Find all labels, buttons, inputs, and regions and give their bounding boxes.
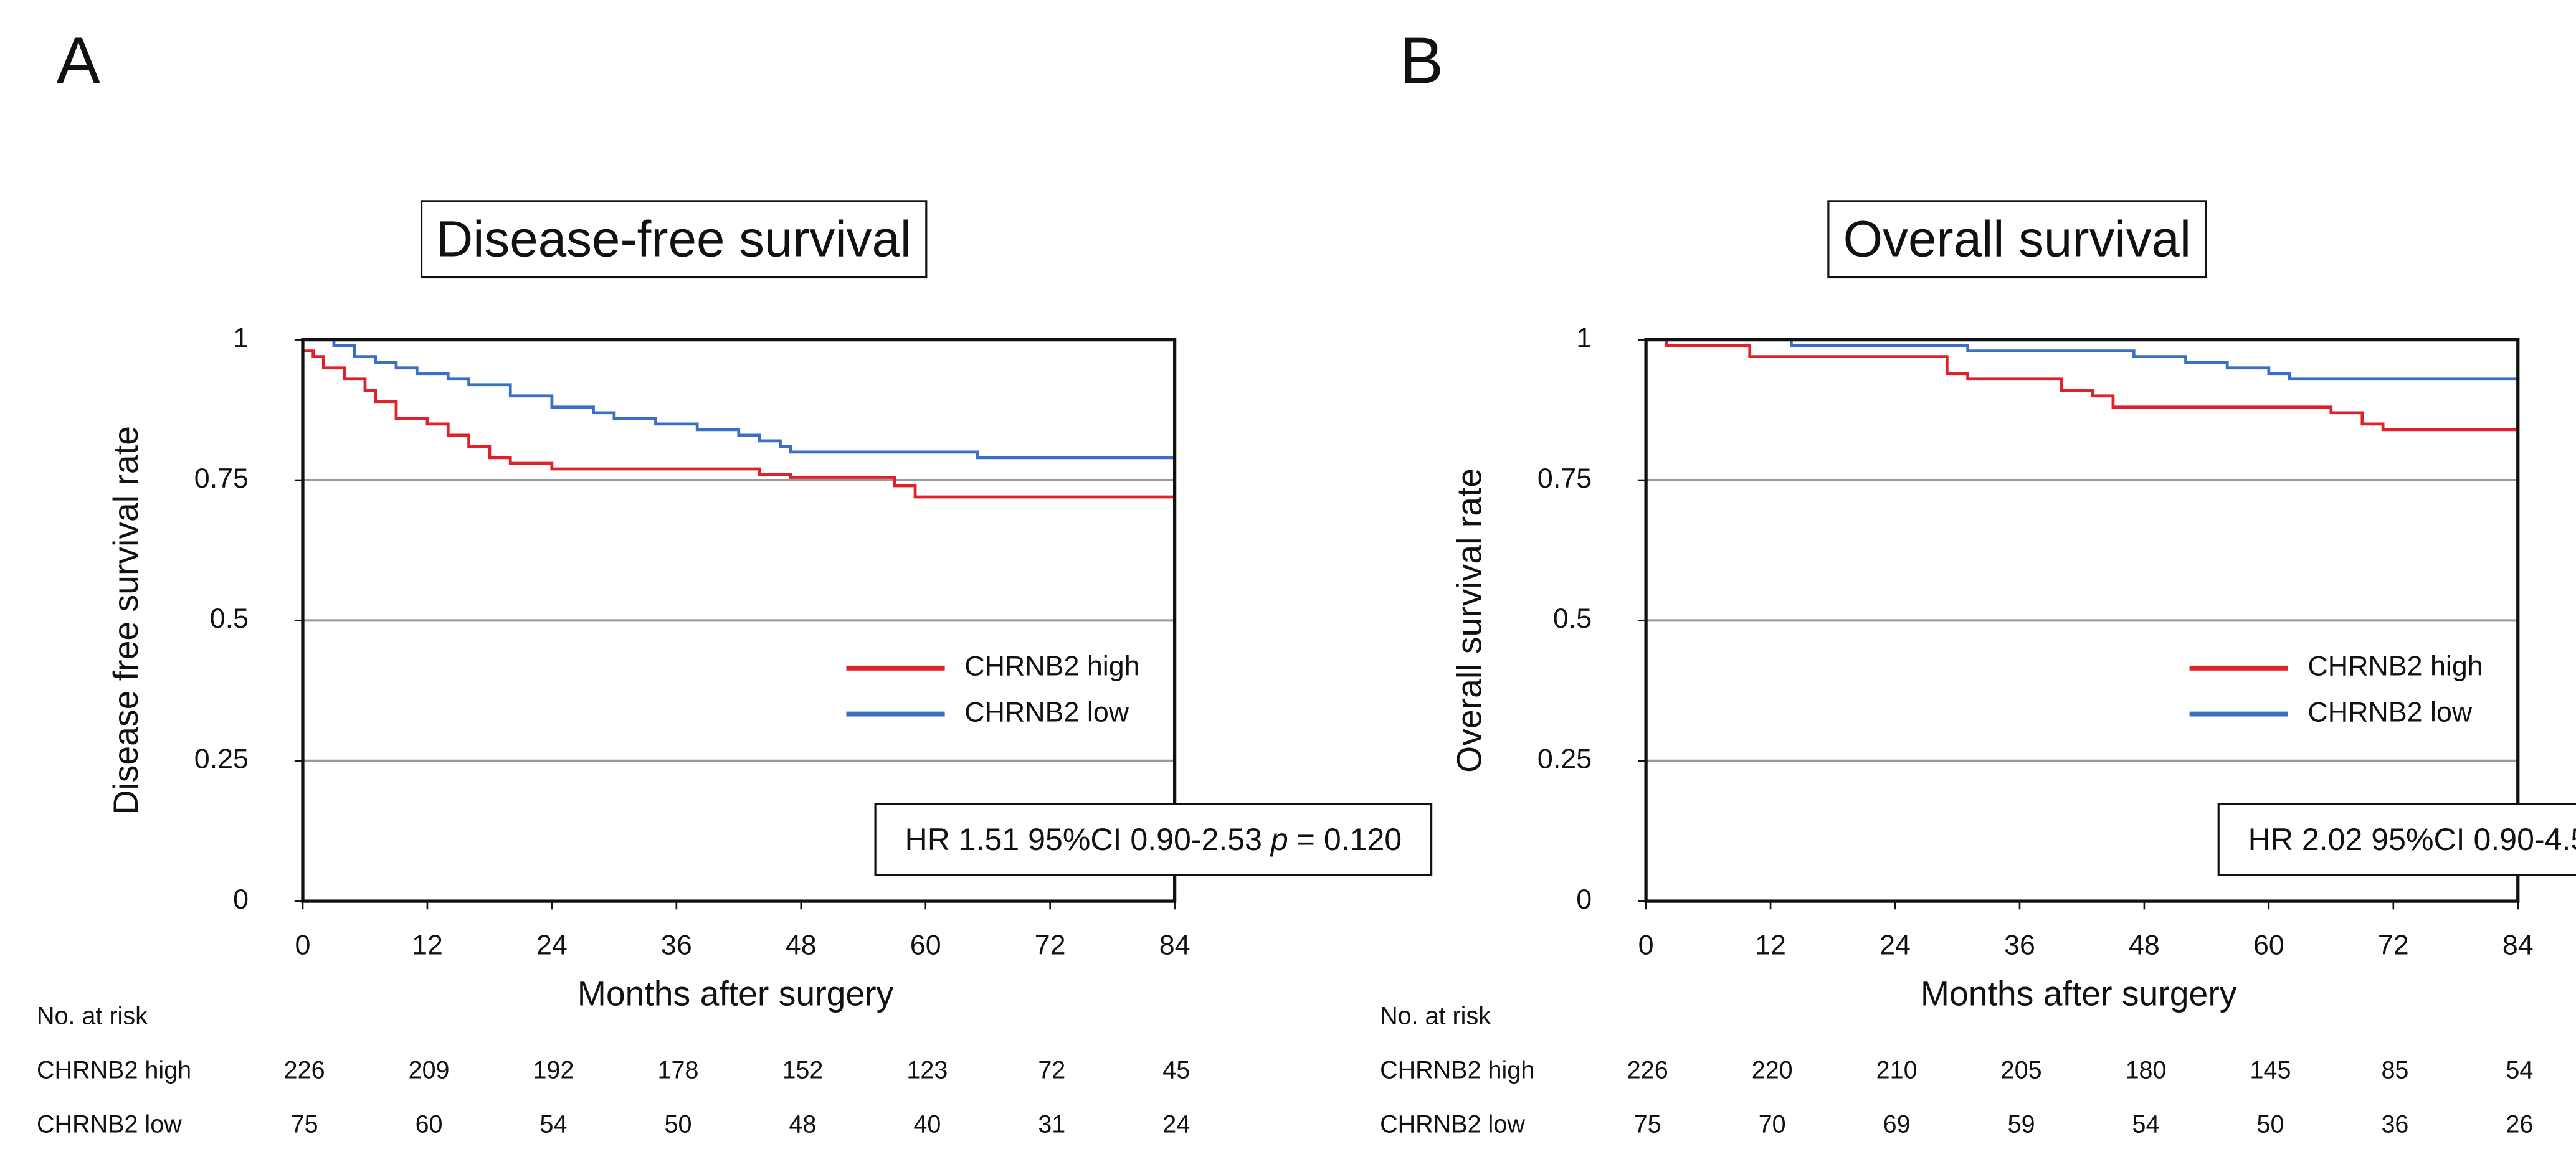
risk-count: 72 [1038,1057,1065,1084]
hazard-ratio-part: HR 2.02 95%CI 0.90-4.52 [2248,822,2576,857]
title-box [1827,200,2207,279]
risk-count: 48 [789,1111,816,1138]
x-tick-label: 12 [412,930,443,961]
survival-curve [1646,338,2518,432]
risk-table-title: No. at risk [1380,1003,1491,1030]
risk-count: 36 [2381,1111,2408,1138]
x-tick-label: 36 [2004,930,2035,961]
y-tick-label: 1 [1576,322,1592,353]
risk-count: 180 [2126,1057,2167,1084]
risk-table-title: No. at risk [37,1003,148,1030]
hazard-ratio-box [2217,803,2576,877]
risk-count: 75 [291,1111,318,1138]
y-tick-label: 0.5 [210,603,249,634]
risk-count: 205 [2001,1057,2042,1084]
x-tick-label: 24 [1880,930,1911,961]
risk-count: 31 [1038,1111,1065,1138]
risk-count: 40 [913,1111,941,1138]
panel-label: A [57,24,101,97]
risk-count: 226 [284,1057,325,1084]
risk-count: 152 [782,1057,823,1084]
hazard-ratio: HR 2.02 95%CI 0.90-4.52 p = 0.085 [2248,822,2576,857]
x-tick-label: 60 [910,930,941,961]
hazard-ratio-part: HR 1.51 95%CI 0.90-2.53 [905,822,1262,857]
x-tick-label: 84 [1159,930,1191,961]
x-axis-label: Months after surgery [577,975,894,1013]
x-tick-label: 0 [1638,930,1654,961]
risk-count: 192 [533,1057,574,1084]
risk-count: 70 [1759,1111,1786,1138]
hazard-ratio-part: = 0.120 [1288,822,1402,857]
risk-row-label: CHRNB2 low [37,1111,182,1138]
risk-count: 226 [1627,1057,1668,1084]
x-tick-label: 24 [536,930,568,961]
risk-count: 59 [2008,1111,2035,1138]
x-tick-label: 48 [2129,930,2160,961]
risk-count: 209 [409,1057,450,1084]
risk-count: 54 [2132,1111,2160,1138]
survival-curve [302,338,1175,460]
plot-frame [301,338,1177,903]
legend-label: CHRNB2 high [964,651,1139,682]
y-tick-label: 0.5 [1553,603,1592,634]
x-tick-label: 36 [661,930,692,961]
chart-title: Overall survival [1843,211,2191,268]
risk-count: 145 [2250,1057,2291,1084]
risk-count: 60 [416,1111,443,1138]
x-tick-label: 72 [2378,930,2409,961]
panel-label: B [1400,24,1443,97]
risk-count: 123 [906,1057,948,1084]
risk-count: 69 [1883,1111,1911,1138]
risk-count: 75 [1634,1111,1661,1138]
legend-label: CHRNB2 low [964,696,1129,727]
survival-curve [302,349,1175,499]
x-tick-label: 72 [1035,930,1066,961]
risk-count: 54 [2506,1057,2533,1084]
hazard-ratio-part: p [1262,822,1288,857]
hazard-ratio: HR 1.51 95%CI 0.90-2.53 p = 0.120 [905,822,1402,857]
hazard-ratio-box [874,803,1433,877]
y-tick-label: 0 [233,884,249,915]
y-axis-label: Disease free survival rate [107,426,145,815]
y-tick-label: 0.25 [194,744,249,775]
risk-count: 85 [2381,1057,2408,1084]
legend-label: CHRNB2 high [2307,651,2483,682]
risk-count: 210 [1876,1057,1918,1084]
risk-count: 178 [657,1057,698,1084]
x-axis-label: Months after surgery [1921,975,2237,1013]
plot-frame [1644,338,2520,903]
survival-curve [1646,338,2518,381]
x-tick-label: 0 [295,930,311,961]
risk-count: 50 [2257,1111,2284,1138]
x-tick-label: 12 [1755,930,1786,961]
risk-count: 220 [1752,1057,1793,1084]
risk-count: 26 [2506,1111,2533,1138]
title-box [420,200,928,279]
y-tick-label: 0.25 [1538,744,1592,775]
y-axis-label: Overall survival rate [1450,468,1488,773]
risk-count: 45 [1162,1057,1190,1084]
risk-count: 24 [1162,1111,1190,1138]
risk-row-label: CHRNB2 low [1380,1111,1525,1138]
risk-count: 54 [540,1111,568,1138]
legend-label: CHRNB2 low [2307,696,2473,727]
risk-row-label: CHRNB2 high [1380,1057,1534,1084]
x-tick-label: 84 [2502,930,2534,961]
x-tick-label: 60 [2253,930,2284,961]
y-tick-label: 0.75 [194,463,249,494]
risk-row-label: CHRNB2 high [37,1057,191,1084]
y-tick-label: 1 [233,322,249,353]
chart-title: Disease-free survival [436,211,911,268]
y-tick-label: 0.75 [1538,463,1592,494]
risk-count: 50 [664,1111,692,1138]
y-tick-label: 0 [1576,884,1592,915]
x-tick-label: 48 [786,930,817,961]
